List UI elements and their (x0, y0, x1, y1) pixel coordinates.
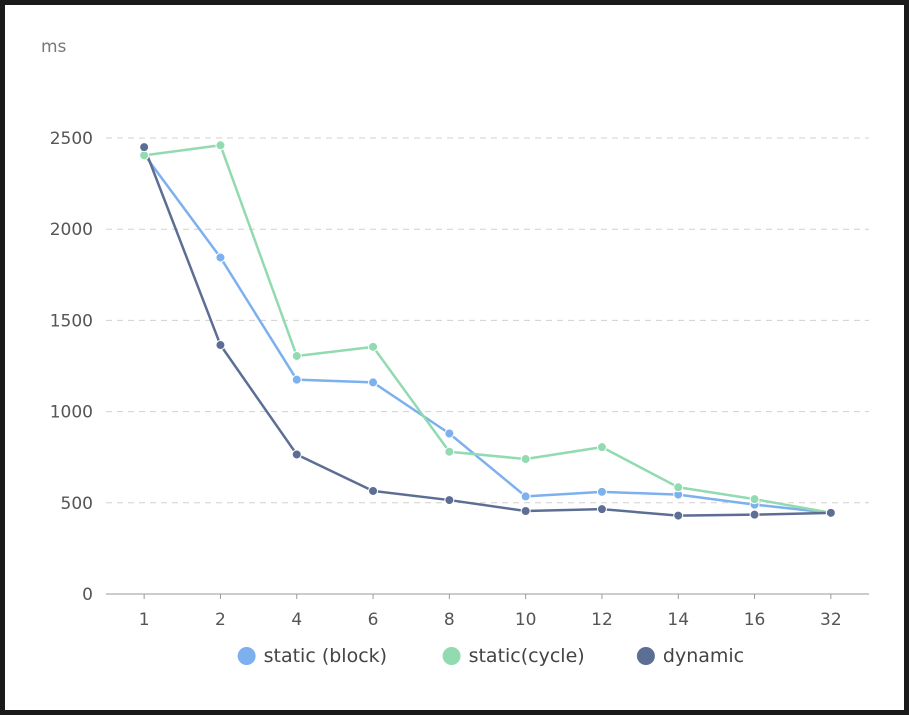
x-tick-label: 10 (515, 610, 537, 630)
data-point[interactable] (444, 446, 455, 457)
data-point[interactable] (673, 510, 684, 521)
x-tick-label: 4 (291, 610, 302, 630)
data-point[interactable] (596, 504, 607, 515)
x-axis: 1 2 4 6 8 10 12 14 16 32 (106, 593, 869, 630)
y-axis-unit-label: ms (41, 37, 67, 57)
chart-frame: ms 0 500 1000 1500 2000 2500 1 2 4 6 8 10 12 14 16 32 … (5, 5, 904, 710)
data-point[interactable] (596, 442, 607, 453)
series-line-0 (143, 153, 831, 515)
data-point[interactable] (749, 494, 760, 505)
legend-marker-icon (636, 647, 655, 665)
data-point[interactable] (368, 341, 379, 352)
data-point[interactable] (596, 486, 607, 497)
x-tick-label: 1 (139, 610, 150, 630)
data-point[interactable] (291, 374, 302, 385)
data-point[interactable] (291, 350, 302, 361)
legend-item[interactable]: static (block) (237, 645, 387, 667)
legend-label: static (block) (264, 645, 387, 667)
y-tick-label: 0 (82, 585, 93, 605)
y-tick-label: 2500 (50, 129, 93, 149)
series-line-2 (142, 146, 831, 517)
legend[interactable]: static (block) static(cycle) dynamic (237, 645, 745, 667)
legend-label: static(cycle) (469, 645, 585, 667)
x-tick-label: 8 (444, 610, 455, 630)
data-point[interactable] (825, 507, 836, 518)
x-tick-label: 2 (215, 610, 226, 630)
data-point[interactable] (520, 506, 531, 517)
data-point[interactable] (520, 491, 531, 502)
legend-label: dynamic (663, 645, 744, 667)
data-point[interactable] (673, 482, 684, 493)
y-tick-label: 1500 (50, 311, 93, 331)
data-point[interactable] (215, 340, 226, 351)
data-point[interactable] (291, 449, 302, 460)
data-point[interactable] (215, 140, 226, 151)
legend-marker-icon (237, 647, 256, 665)
x-tick-label: 12 (591, 610, 613, 630)
x-tick-label: 14 (667, 610, 689, 630)
legend-item[interactable]: dynamic (636, 645, 744, 667)
x-tick-label: 16 (744, 610, 766, 630)
y-tick-label: 1000 (50, 403, 93, 423)
legend-marker-icon (442, 647, 461, 665)
data-point[interactable] (444, 495, 455, 506)
y-axis-ticks: 0 500 1000 1500 2000 2500 (50, 129, 93, 605)
data-point[interactable] (368, 377, 379, 388)
data-point[interactable] (749, 509, 760, 520)
x-tick-label: 32 (820, 610, 842, 630)
data-point[interactable] (139, 142, 150, 153)
x-tick-label: 6 (368, 610, 379, 630)
data-point[interactable] (520, 454, 531, 465)
data-point[interactable] (368, 485, 379, 496)
data-point[interactable] (139, 150, 150, 161)
data-point[interactable] (444, 428, 455, 439)
legend-item[interactable]: static(cycle) (442, 645, 585, 667)
y-tick-label: 500 (61, 494, 93, 514)
grid-lines (106, 137, 869, 504)
series-line-1 (143, 144, 832, 515)
y-tick-label: 2000 (50, 220, 93, 240)
data-point[interactable] (215, 252, 226, 263)
series-points (139, 140, 836, 521)
series-lines (142, 144, 832, 517)
